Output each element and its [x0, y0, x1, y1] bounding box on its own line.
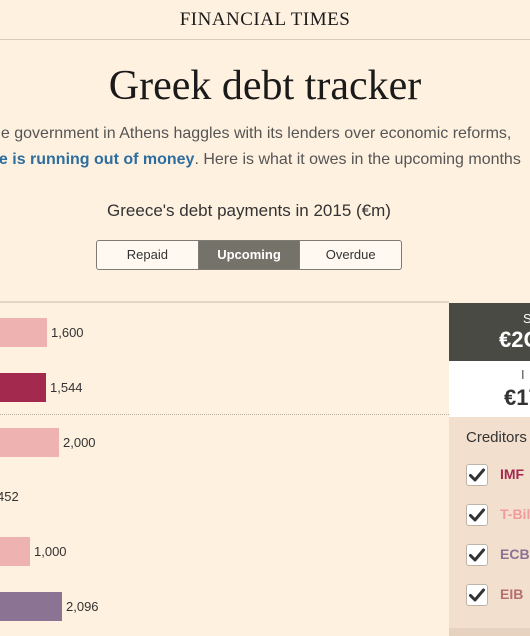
check-icon — [469, 468, 485, 482]
summary-total-box: S €2C — [449, 303, 530, 361]
creditors-heading: Creditors — [466, 429, 527, 446]
creditor-name: T-Bil — [500, 506, 530, 522]
bar-value-label: 1,600 — [51, 325, 84, 340]
checkbox[interactable] — [466, 544, 488, 566]
summary-total-value: €2C — [499, 327, 530, 352]
check-icon — [469, 588, 485, 602]
bar[interactable] — [0, 318, 47, 347]
standfirst-line-2-text: . Here is what it owes in the upcoming m… — [194, 151, 521, 168]
bar[interactable] — [0, 592, 62, 621]
standfirst-line-2: ce is running out of money. Here is what… — [0, 146, 521, 174]
tab-overdue[interactable]: Overdue — [325, 247, 376, 262]
standfirst-line-1: he government in Athens haggles with its… — [0, 125, 512, 142]
bar-value-label: 1,544 — [50, 380, 83, 395]
tab-upcoming[interactable]: Upcoming — [198, 241, 301, 269]
bar-value-label: 2,096 — [66, 599, 99, 614]
chart-title: Greece's debt payments in 2015 (€m) — [107, 201, 391, 220]
chart-top-rule — [0, 301, 449, 303]
tab-repaid[interactable]: Repaid — [97, 241, 199, 269]
bar[interactable] — [0, 373, 46, 402]
bar-value-label: 2,000 — [63, 435, 96, 450]
summary-panel: S €2C I €17 Creditors IMF T-Bil ECB EIB — [449, 303, 530, 636]
summary-secondary-box: I €17 — [449, 361, 530, 417]
bar[interactable] — [0, 537, 30, 566]
bar[interactable] — [0, 428, 59, 457]
running-out-link[interactable]: ce is running out of money — [0, 151, 195, 168]
checkbox[interactable] — [466, 504, 488, 526]
summary-secondary-value: €17 — [504, 385, 530, 410]
page-title: Greek debt tracker — [108, 63, 422, 109]
summary-secondary-label: I — [521, 367, 525, 382]
payment-status-toggle: Repaid Upcoming Overdue — [96, 240, 402, 270]
creditor-name: ECB — [500, 546, 530, 562]
checkbox[interactable] — [466, 584, 488, 606]
checkbox[interactable] — [466, 464, 488, 486]
bar-value-label: 1,000 — [34, 544, 67, 559]
creditor-name: IMF — [500, 466, 525, 482]
creditor-name: EIB — [500, 586, 524, 602]
panel-footer — [449, 628, 530, 636]
month-divider — [0, 414, 449, 415]
check-icon — [469, 508, 485, 522]
summary-total-label: S — [523, 311, 530, 326]
bar-value-label: 452 — [0, 489, 19, 504]
masthead-logo[interactable]: FINANCIAL TIMES — [0, 0, 530, 40]
check-icon — [469, 548, 485, 562]
